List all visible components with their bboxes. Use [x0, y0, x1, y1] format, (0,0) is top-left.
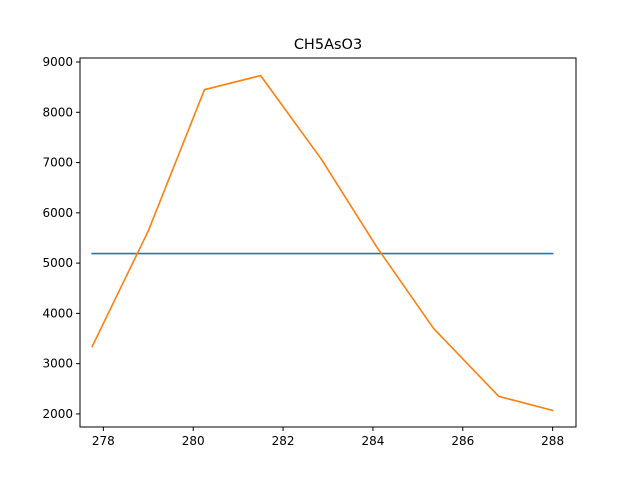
y-tick-label-4000: 4000: [42, 306, 73, 320]
y-tick-label-6000: 6000: [42, 206, 73, 220]
x-tick-label-282: 282: [272, 434, 295, 448]
y-tick-label-7000: 7000: [42, 156, 73, 170]
axes-layer: 278 280 282 284 286 288 2000 3000 4000 5000 6000 70…: [42, 55, 577, 448]
y-tick-label-9000: 9000: [42, 55, 73, 69]
y-tick-label-5000: 5000: [42, 256, 73, 270]
y-tick-label-8000: 8000: [42, 105, 73, 119]
x-tick-label-288: 288: [541, 434, 564, 448]
y-tick-label-3000: 3000: [42, 357, 73, 371]
plot-frame: [79, 57, 577, 428]
y-tick-label-2000: 2000: [42, 407, 73, 421]
x-tick-label-286: 286: [451, 434, 474, 448]
series-layer: [91, 74, 554, 412]
x-tick-label-280: 280: [182, 434, 205, 448]
x-tick-label-284: 284: [361, 434, 384, 448]
chart-title: CH5AsO3: [294, 37, 362, 53]
x-tick-label-278: 278: [92, 434, 115, 448]
series-line-2: [91, 74, 554, 412]
